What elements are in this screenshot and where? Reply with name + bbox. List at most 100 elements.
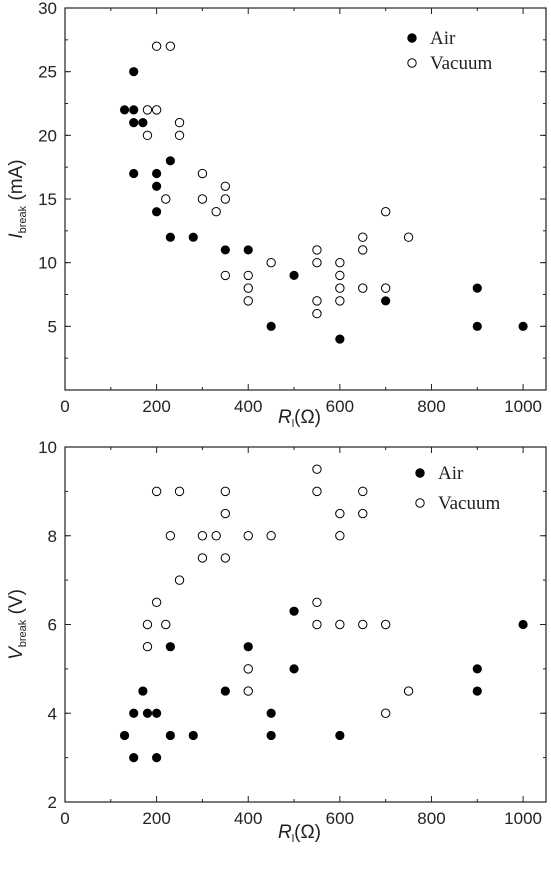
y-axis-title: Vbreak (V) (6, 589, 29, 660)
data-point-vacuum (335, 283, 345, 293)
y-tick-label: 10 (38, 438, 57, 457)
data-point-air (129, 67, 139, 77)
x-axis-title-symbol: R (278, 407, 292, 428)
data-point-vacuum (312, 464, 322, 474)
data-point-vacuum (243, 296, 253, 306)
y-tick-label: 15 (38, 190, 57, 209)
data-point-air (165, 642, 175, 652)
x-tick-label: 800 (417, 397, 445, 416)
data-point-air (165, 730, 175, 741)
data-point-vacuum (312, 619, 322, 630)
data-point-vacuum (151, 486, 162, 497)
y-axis-title: Ibreak (mA) (6, 159, 29, 238)
legend-marker-air (407, 33, 417, 43)
y-tick-label: 30 (38, 0, 57, 18)
data-point-vacuum (358, 619, 368, 630)
data-point-vacuum (243, 664, 253, 674)
data-point-air (119, 730, 130, 741)
data-point-vacuum (380, 619, 391, 630)
data-point-vacuum (151, 597, 162, 608)
legend-label-vacuum: Vacuum (430, 53, 492, 74)
data-point-vacuum (220, 508, 231, 519)
data-point-vacuum (358, 508, 368, 519)
data-point-vacuum (142, 130, 153, 141)
series-air (119, 67, 528, 344)
data-point-vacuum (335, 531, 345, 541)
legend-marker-vacuum (407, 58, 417, 68)
x-tick-label: 800 (417, 809, 445, 828)
y-tick-label: 2 (48, 793, 57, 812)
chart-panel-2: 0 200 400 600 800 1000 2 4 6 8 10 Rl(Ω) Vbreak (V) Ai… (6, 438, 547, 845)
data-point-air (129, 118, 139, 128)
data-point-vacuum (220, 181, 231, 191)
data-point-air (138, 686, 148, 696)
x-tick-label: 0 (60, 809, 69, 828)
data-point-vacuum (380, 283, 391, 293)
data-point-air (518, 321, 528, 331)
data-point-vacuum (380, 207, 391, 217)
x-tick-label: 600 (326, 809, 354, 828)
data-point-vacuum (165, 41, 176, 51)
data-point-air (472, 283, 482, 293)
data-point-air (129, 168, 139, 179)
data-point-air (142, 708, 153, 718)
data-point-air (129, 708, 139, 718)
legend-label-air: Air (438, 463, 464, 484)
legend-label-vacuum: Vacuum (438, 493, 500, 514)
y-axis-title-symbol: I (6, 233, 27, 239)
data-point-air (243, 245, 253, 255)
data-point-air (152, 708, 162, 718)
data-point-vacuum (335, 619, 345, 630)
data-point-vacuum (312, 308, 322, 319)
data-point-vacuum (243, 283, 253, 293)
data-point-vacuum (211, 531, 221, 541)
data-point-vacuum (197, 553, 208, 563)
x-tick-label: 200 (142, 397, 170, 416)
data-point-vacuum (358, 283, 368, 293)
data-point-air (335, 334, 345, 344)
data-point-vacuum (312, 245, 322, 255)
data-point-air (152, 168, 162, 179)
data-point-vacuum (197, 194, 208, 204)
y-tick-label: 6 (48, 616, 57, 635)
data-point-vacuum (312, 296, 322, 306)
data-point-vacuum (174, 130, 185, 141)
series-vacuum (142, 464, 414, 718)
x-axis-title: Rl(Ω) (278, 407, 321, 430)
data-point-vacuum (174, 575, 185, 585)
data-point-air (188, 232, 198, 242)
data-point-air (152, 207, 162, 217)
y-tick-label: 8 (48, 527, 57, 546)
x-axis-title: Rl(Ω) (278, 822, 321, 845)
y-tick-label: 4 (48, 704, 57, 723)
data-point-air (220, 245, 230, 255)
x-axis-title-unit: (Ω) (294, 407, 321, 428)
data-point-vacuum (151, 41, 162, 51)
data-point-vacuum (211, 207, 221, 217)
data-point-air (220, 686, 230, 696)
data-point-vacuum (358, 245, 368, 255)
y-tick-label: 10 (38, 254, 57, 273)
data-point-vacuum (335, 508, 345, 519)
data-point-vacuum (403, 686, 414, 696)
data-point-vacuum (312, 597, 322, 608)
data-point-air (289, 664, 299, 674)
y-axis-title-symbol: V (6, 645, 27, 660)
legend-label-air: Air (430, 28, 456, 49)
chart-panel-1: 0 200 400 600 800 1000 5 10 15 20 25 30 Rl(Ω) Ibreak … (6, 0, 547, 430)
data-point-vacuum (358, 486, 368, 497)
legend-marker-air (415, 468, 425, 478)
data-point-vacuum (174, 486, 185, 497)
data-point-vacuum (243, 531, 253, 541)
data-point-air (266, 321, 276, 331)
data-point-vacuum (358, 232, 368, 242)
y-tick-label: 20 (38, 126, 57, 145)
data-point-vacuum (220, 270, 231, 281)
data-point-air (472, 321, 482, 331)
legend: Air Vacuum (407, 28, 492, 74)
x-axis-title-symbol: R (278, 822, 292, 843)
data-point-vacuum (161, 194, 171, 204)
data-point-air (335, 730, 345, 741)
data-point-air (266, 730, 276, 741)
